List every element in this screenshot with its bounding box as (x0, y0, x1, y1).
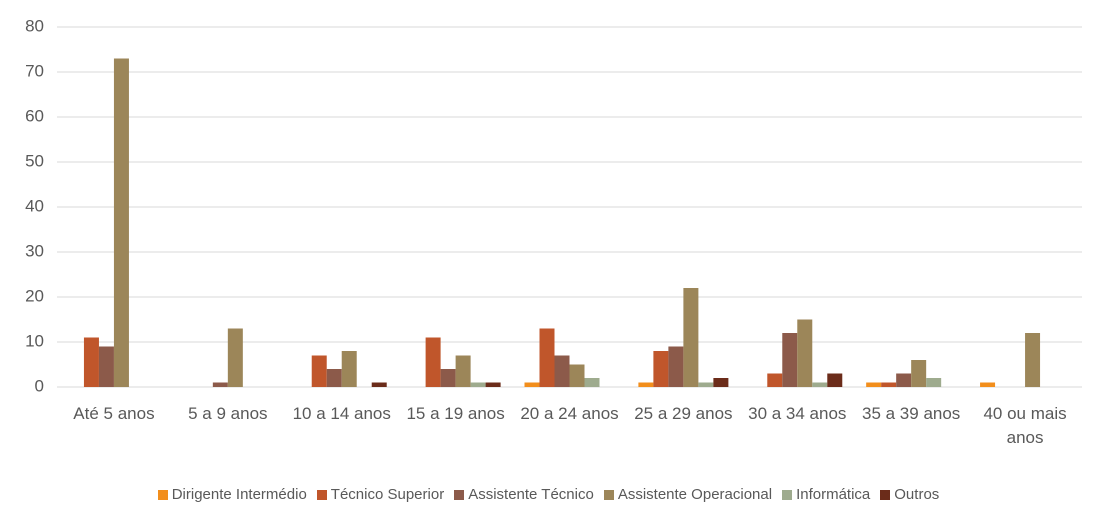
bar (569, 364, 585, 387)
legend-item: Informática (782, 486, 870, 503)
bar (926, 378, 942, 387)
bar (980, 382, 996, 387)
legend-swatch (880, 489, 891, 500)
bar (713, 378, 729, 387)
bar (212, 382, 228, 387)
y-tick-label: 20 (25, 286, 44, 305)
legend-label: Assistente Técnico (468, 486, 594, 503)
bar (767, 373, 783, 387)
bar (812, 382, 828, 387)
y-tick-label: 50 (25, 151, 44, 170)
legend-item: Técnico Superior (316, 486, 445, 503)
bar (485, 382, 501, 387)
x-tick-label: 35 a 39 anos (862, 404, 961, 423)
x-tick-label: 20 a 24 anos (520, 404, 619, 423)
y-tick-label: 70 (25, 61, 44, 80)
y-tick-label: 40 (25, 196, 44, 215)
x-tick-label: 30 a 34 anos (748, 404, 847, 423)
bar (1025, 333, 1041, 387)
bar (584, 378, 600, 387)
bar (470, 382, 486, 387)
legend-label: Técnico Superior (330, 486, 445, 503)
bar (911, 360, 927, 387)
bar (83, 337, 99, 387)
legend-item: Assistente Técnico (454, 486, 594, 503)
x-tick-label: 15 a 19 anos (406, 404, 505, 423)
y-tick-label: 0 (35, 376, 44, 395)
bar (638, 382, 654, 387)
x-tick-label: 25 a 29 anos (634, 404, 733, 423)
bar (896, 373, 912, 387)
bar (653, 351, 669, 387)
legend-label: Outros (894, 486, 940, 503)
legend-item: Dirigente Intermédio (157, 486, 307, 503)
bar (698, 382, 714, 387)
legend-swatch (454, 489, 465, 500)
legend-swatch (603, 489, 614, 500)
legend-label: Assistente Operacional (617, 486, 773, 503)
bar (668, 346, 684, 387)
bar (326, 369, 342, 387)
x-tick-label: Até 5 anos (73, 404, 155, 423)
bar (782, 333, 798, 387)
bar (455, 355, 471, 387)
y-tick-label: 80 (25, 16, 44, 35)
legend-swatch (316, 489, 327, 500)
bar (797, 319, 813, 387)
x-tick-label: 5 a 9 anos (188, 404, 268, 423)
legend-swatch (782, 489, 793, 500)
x-tick-label: 10 a 14 anos (292, 404, 391, 423)
bar (341, 351, 357, 387)
legend-item: Assistente Operacional (603, 486, 773, 503)
y-tick-label: 10 (25, 331, 44, 350)
bar (554, 355, 570, 387)
legend-swatch (157, 489, 168, 500)
bar (371, 382, 387, 387)
bar (866, 382, 882, 387)
bar (311, 355, 327, 387)
bar (425, 337, 441, 387)
y-tick-label: 60 (25, 106, 44, 125)
legend-item: Outros (880, 486, 939, 503)
x-tick-label: 40 ou mais anos (983, 404, 1067, 447)
bar (98, 346, 114, 387)
y-tick-label: 30 (25, 241, 44, 260)
bar (539, 328, 555, 387)
bar (524, 382, 540, 387)
legend-label: Dirigente Intermédio (171, 486, 307, 503)
legend: Dirigente Intermédio Técnico Superior Assi… (0, 486, 1097, 503)
legend-label: Informática (796, 486, 871, 503)
bar (440, 369, 456, 387)
bar (683, 288, 699, 387)
bar (827, 373, 843, 387)
bar (227, 328, 243, 387)
bar (881, 382, 897, 387)
bar (113, 58, 129, 387)
